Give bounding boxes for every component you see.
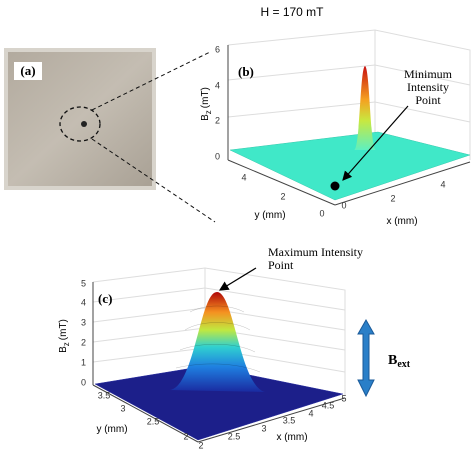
label-box xyxy=(14,62,42,80)
panel-label: (b) xyxy=(238,64,254,79)
symbol: B xyxy=(200,114,211,121)
annotation-line: Minimum xyxy=(404,67,453,81)
tick-label: 4 xyxy=(81,297,86,307)
tick-label: 1 xyxy=(81,357,86,367)
peak xyxy=(170,292,265,392)
subscript: z xyxy=(204,110,213,114)
annotation-line: Point xyxy=(268,258,294,272)
annotation-line: Maximum Intensity xyxy=(268,245,363,259)
annotation-line: Point xyxy=(415,93,441,107)
subscript: ext xyxy=(397,359,410,370)
tick-label: 4 xyxy=(440,179,445,189)
axis-line xyxy=(197,397,346,443)
tick-label: 0 xyxy=(341,200,346,210)
field-arrow xyxy=(357,318,375,398)
subscript: z xyxy=(62,342,71,346)
axis-line xyxy=(92,384,199,443)
x-axis-label: x (mm) xyxy=(386,216,417,227)
tick-label: 3 xyxy=(120,403,125,413)
dashed-circle xyxy=(59,106,101,142)
axis-line xyxy=(227,159,336,206)
tick-label: 0 xyxy=(319,208,324,218)
symbol: B xyxy=(388,353,397,368)
y-axis-label: y (mm) xyxy=(96,424,127,435)
tick-label: 3 xyxy=(81,317,86,327)
surface xyxy=(94,365,344,441)
arrow xyxy=(218,267,257,291)
tick-label: 0 xyxy=(215,151,220,161)
tick-label: 4 xyxy=(215,80,220,90)
tick-label: 2 xyxy=(183,431,188,441)
annotation: Minimum Intensity Point xyxy=(404,67,453,107)
tick-label: 0 xyxy=(81,377,86,387)
tick-label: 3.5 xyxy=(98,390,111,400)
tick-label: 2 xyxy=(390,193,395,203)
tick-label: 4 xyxy=(308,408,313,418)
tick-label: 6 xyxy=(215,44,220,54)
z-axis-label: Bz (mT) xyxy=(58,319,71,353)
unit: (mT) xyxy=(200,87,211,108)
mesh xyxy=(175,305,261,373)
tick-label: 3 xyxy=(261,423,266,433)
tick-label: 4 xyxy=(241,172,246,182)
tick-label: 3.5 xyxy=(283,415,296,425)
panel-label: (c) xyxy=(98,291,112,306)
zoom-line xyxy=(91,51,211,111)
zoom-line xyxy=(91,138,216,223)
min-point xyxy=(330,181,340,191)
annotation: Maximum Intensity Point xyxy=(268,245,363,272)
tick-label: 5 xyxy=(81,278,86,288)
y-axis-label: y (mm) xyxy=(254,210,285,221)
tick-label: 2 xyxy=(215,115,220,125)
tick-label: 2 xyxy=(81,337,86,347)
tick-label: 4.5 xyxy=(322,400,335,410)
tick-label: 5 xyxy=(341,393,346,403)
defect xyxy=(81,121,87,127)
panel-title: H = 170 mT xyxy=(260,5,324,19)
peak xyxy=(354,66,376,150)
unit: (mT) xyxy=(58,319,69,340)
tick-label: 2 xyxy=(280,191,285,201)
tick-label: 2.5 xyxy=(228,431,241,441)
arrow xyxy=(342,105,409,181)
annotation-line: Intensity xyxy=(407,80,449,94)
z-axis-label: Bz (mT) xyxy=(200,87,213,121)
panel-label: (a) xyxy=(20,63,35,78)
axis-line xyxy=(334,161,471,206)
symbol: B xyxy=(58,346,69,353)
x-axis-label: x (mm) xyxy=(276,432,307,443)
surface xyxy=(229,131,471,201)
tick-label: 2.5 xyxy=(147,416,160,426)
field-label: Bext xyxy=(388,353,411,370)
tick-label: 2 xyxy=(198,440,203,450)
